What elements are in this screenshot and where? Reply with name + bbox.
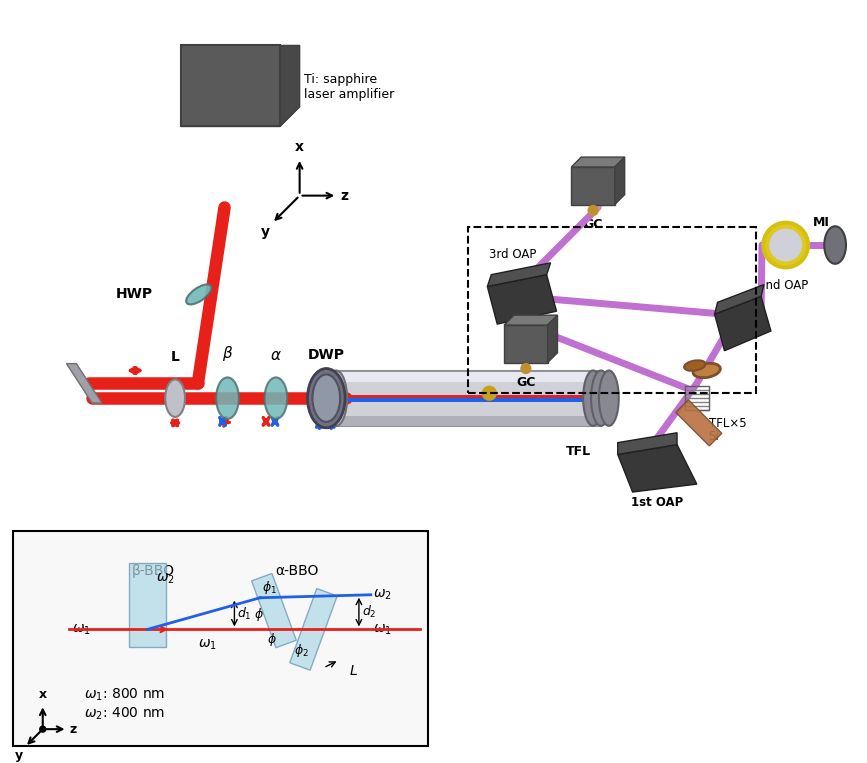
Polygon shape xyxy=(618,433,677,455)
Ellipse shape xyxy=(684,360,706,371)
Polygon shape xyxy=(504,315,557,325)
Ellipse shape xyxy=(583,371,603,426)
Text: 1st OAP: 1st OAP xyxy=(631,496,683,509)
Polygon shape xyxy=(280,46,300,127)
Text: $\phi_1$: $\phi_1$ xyxy=(262,579,277,596)
Text: $\phi_2$: $\phi_2$ xyxy=(294,642,309,659)
Text: x: x xyxy=(39,688,47,701)
Text: $\phi$: $\phi$ xyxy=(254,606,264,623)
Text: $\alpha$: $\alpha$ xyxy=(270,348,282,362)
Ellipse shape xyxy=(308,369,345,428)
Ellipse shape xyxy=(186,285,212,304)
Polygon shape xyxy=(714,296,771,351)
Text: TFL: TFL xyxy=(565,445,590,458)
Polygon shape xyxy=(548,315,557,362)
Bar xyxy=(336,416,601,426)
Circle shape xyxy=(766,225,805,265)
Ellipse shape xyxy=(325,371,347,426)
Text: $d_2$: $d_2$ xyxy=(362,604,376,620)
Text: 3rd OAP: 3rd OAP xyxy=(489,248,537,261)
Bar xyxy=(504,325,548,362)
Text: $\beta$: $\beta$ xyxy=(222,343,233,362)
Bar xyxy=(336,372,601,382)
Circle shape xyxy=(588,205,598,215)
Circle shape xyxy=(482,386,496,400)
Polygon shape xyxy=(571,157,625,167)
Text: GC: GC xyxy=(583,218,603,231)
Ellipse shape xyxy=(693,363,720,378)
Text: z: z xyxy=(340,188,349,203)
Circle shape xyxy=(762,221,810,269)
Ellipse shape xyxy=(166,379,185,417)
Polygon shape xyxy=(714,285,764,314)
Bar xyxy=(336,371,601,426)
Bar xyxy=(467,227,756,393)
Text: $\omega_1$: $\omega_1$ xyxy=(72,622,91,636)
Text: y: y xyxy=(261,225,270,240)
Text: x: x xyxy=(295,140,304,154)
Polygon shape xyxy=(615,157,625,204)
Text: L: L xyxy=(171,349,179,364)
Bar xyxy=(571,167,615,204)
Text: $\phi$: $\phi$ xyxy=(267,631,277,648)
Text: $L$: $L$ xyxy=(349,664,358,678)
Ellipse shape xyxy=(312,375,340,422)
Text: $\omega_1$: $\omega_1$ xyxy=(199,637,217,652)
Circle shape xyxy=(770,229,801,261)
Ellipse shape xyxy=(599,371,619,426)
Bar xyxy=(13,530,428,746)
Bar xyxy=(128,563,166,647)
Polygon shape xyxy=(487,275,557,324)
Text: Ti: sapphire
laser amplifier: Ti: sapphire laser amplifier xyxy=(303,73,394,101)
Text: $\omega_1$: $\omega_1$ xyxy=(373,622,392,636)
Bar xyxy=(685,386,708,410)
Ellipse shape xyxy=(264,378,287,419)
Polygon shape xyxy=(618,445,697,492)
Text: TFL×5: TFL×5 xyxy=(708,417,746,430)
Polygon shape xyxy=(67,364,102,403)
Bar xyxy=(181,46,280,127)
Ellipse shape xyxy=(825,227,846,264)
Text: $\omega_2$: $\omega_2$ xyxy=(156,571,174,586)
Polygon shape xyxy=(487,262,551,287)
Polygon shape xyxy=(675,400,722,446)
Polygon shape xyxy=(181,107,300,127)
Polygon shape xyxy=(290,588,337,670)
Text: 2nd OAP: 2nd OAP xyxy=(758,279,808,292)
Ellipse shape xyxy=(216,378,239,419)
Ellipse shape xyxy=(591,371,611,426)
Polygon shape xyxy=(251,574,297,648)
Text: GC: GC xyxy=(516,376,536,389)
Text: $\omega_1$: 800 nm: $\omega_1$: 800 nm xyxy=(84,687,166,703)
Text: β-BBO: β-BBO xyxy=(132,564,175,578)
Text: z: z xyxy=(69,723,76,736)
Text: $d_1$: $d_1$ xyxy=(238,606,252,622)
Text: MI: MI xyxy=(812,216,829,229)
Circle shape xyxy=(521,364,531,373)
Text: $\omega_2$: 400 nm: $\omega_2$: 400 nm xyxy=(84,705,166,722)
Text: α-BBO: α-BBO xyxy=(275,564,318,578)
Text: y: y xyxy=(15,749,23,762)
Text: Si: Si xyxy=(708,430,720,443)
Circle shape xyxy=(40,726,46,732)
Text: $\omega_2$: $\omega_2$ xyxy=(373,588,392,602)
Text: DWP: DWP xyxy=(308,348,345,362)
Text: HWP: HWP xyxy=(116,288,153,301)
